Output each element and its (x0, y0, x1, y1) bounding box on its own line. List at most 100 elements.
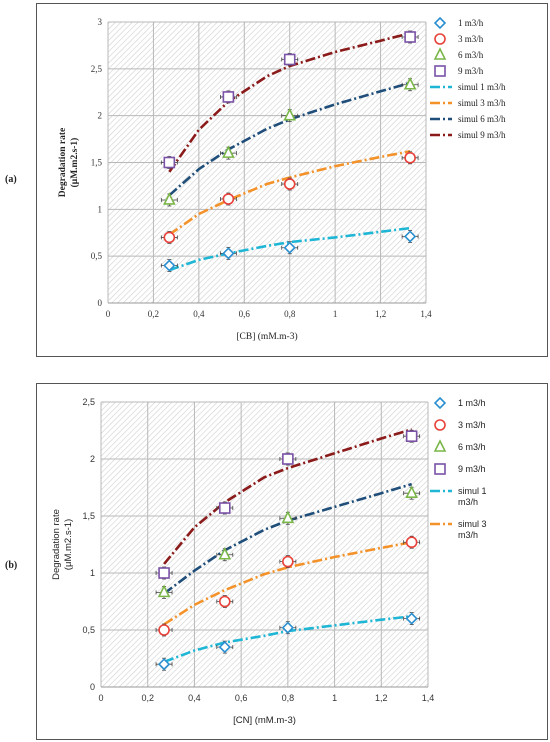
legend-label: 9 m3/h (458, 464, 486, 474)
circle-marker (282, 555, 294, 568)
circle-marker (405, 536, 418, 549)
square-marker (283, 53, 296, 66)
triangle-marker (283, 107, 297, 121)
data-point (401, 230, 419, 243)
diamond-marker (218, 640, 231, 654)
legend-label: 6 m3/h (458, 442, 486, 452)
legend-item: 1 m3/h (433, 396, 486, 410)
square-marker (218, 502, 231, 514)
legend-label: 9 m3/h (458, 66, 484, 76)
legend-label: 6 m3/h (458, 50, 484, 60)
legend-label: simul 3 m3/h (458, 519, 487, 540)
data-point (219, 90, 237, 104)
x-tick-label: 1,4 (422, 693, 435, 703)
data-point (155, 623, 173, 637)
legend-item: 6 m3/h (433, 439, 486, 452)
x-tick-label: 0,4 (188, 693, 201, 703)
legend-item: 9 m3/h (434, 463, 486, 475)
y-tick-label: 0 (98, 298, 103, 308)
y-tick-label: 0,5 (91, 251, 103, 261)
data-point (279, 510, 297, 525)
y-tick-label: 1 (90, 568, 95, 578)
data-point (401, 30, 419, 44)
diamond-marker (403, 230, 417, 243)
legend-item: simul 6 m3/h (430, 114, 506, 124)
chart-panel-b: 0 0,2 0,4 0,6 0,8 1 1,2 1,4 0 0,5 1 1,5 2 2,5 [CN] (mM… (36, 383, 548, 740)
legend-item: 3 m3/h (434, 419, 486, 431)
y-tick-label: 2,5 (82, 397, 95, 407)
square-marker (282, 453, 294, 465)
panel-label-a: (a) (5, 174, 17, 185)
chart-panel-a: 0 0,2 0,4 0,6 0,8 1 1,2 1,4 0 0,5 1 1,5 2 2,5 3 [CB] (m… (36, 3, 548, 357)
simulation-line (163, 428, 413, 565)
y-axis-title-line: Degradation rate (58, 128, 68, 197)
legend-item: 6 m3/h (433, 47, 484, 60)
legend-label: 3 m3/h (458, 34, 484, 44)
legend-label-line: m3/h (458, 497, 478, 507)
triangle-marker (222, 145, 235, 158)
x-tick-label: 0 (98, 693, 103, 703)
circle-marker (404, 152, 416, 164)
data-point (155, 584, 173, 599)
diamond-marker (281, 621, 294, 634)
circle-marker (218, 595, 231, 608)
y-tick-label: 2 (98, 111, 103, 121)
diamond-legend-marker (433, 16, 447, 30)
triangle-marker (403, 76, 417, 90)
square-legend-marker (434, 463, 446, 475)
y-tick-label: 1,5 (91, 158, 103, 168)
data-point (160, 259, 178, 272)
legend-label-line: simul 3 (458, 519, 487, 529)
diamond-marker (405, 612, 418, 625)
legend-label-line: simul 1 (458, 486, 487, 496)
data-point (281, 107, 299, 123)
legend-label: simul 6 m3/h (458, 114, 506, 124)
data-point (403, 612, 421, 626)
data-point (281, 177, 299, 191)
simulation-line (163, 615, 412, 664)
panel-label-b: (b) (5, 560, 18, 571)
data-point (401, 151, 419, 165)
data-point (403, 485, 421, 500)
simulation-line (168, 226, 411, 272)
data-point (219, 246, 237, 260)
legend-item: 3 m3/h (434, 33, 484, 45)
data-point (160, 192, 178, 207)
x-tick-label: 1 (333, 309, 338, 319)
x-tick-label: 0 (106, 309, 111, 319)
data-point (155, 566, 173, 580)
diamond-marker (222, 247, 235, 260)
circle-marker (158, 624, 170, 636)
data-point (279, 452, 297, 466)
y-tick-label: 0 (90, 682, 95, 692)
legend-label-line: m3/h (458, 530, 478, 540)
square-marker (222, 91, 235, 103)
legend-item: simul 1 m3/h (430, 486, 487, 507)
data-point (160, 231, 178, 244)
y-axis-title: Degradation rate(μM.m2.s-1) (58, 128, 80, 197)
y-axis-title: Degradation rate(μM.m2.s-1) (51, 509, 74, 580)
x-tick-label: 1,2 (375, 693, 388, 703)
data-point (216, 546, 234, 562)
x-tick-label: 1,4 (420, 309, 432, 319)
data-point (281, 53, 299, 66)
square-legend-marker (434, 65, 446, 77)
legend-item: 9 m3/h (434, 65, 484, 77)
data-point (403, 535, 421, 549)
triangle-legend-marker (433, 47, 447, 60)
data-point (160, 156, 178, 169)
triangle-marker (157, 584, 171, 598)
diamond-legend-marker (433, 396, 447, 410)
x-tick-label: 0,4 (193, 309, 205, 319)
y-axis-title-unit: (μM.m2.s-1) (69, 138, 80, 188)
x-axis-title: [CN] (mM.m-3) (233, 715, 296, 726)
data-point (401, 76, 419, 92)
simulation-line (168, 150, 411, 236)
x-tick-label: 0,2 (141, 693, 154, 703)
legend-item: simul 3 m3/h (430, 98, 506, 108)
diamond-marker (163, 259, 176, 272)
simulation-line (163, 540, 412, 626)
data-point (279, 555, 297, 569)
legend-label: 1 m3/h (458, 398, 486, 408)
simulation-line (168, 31, 411, 173)
